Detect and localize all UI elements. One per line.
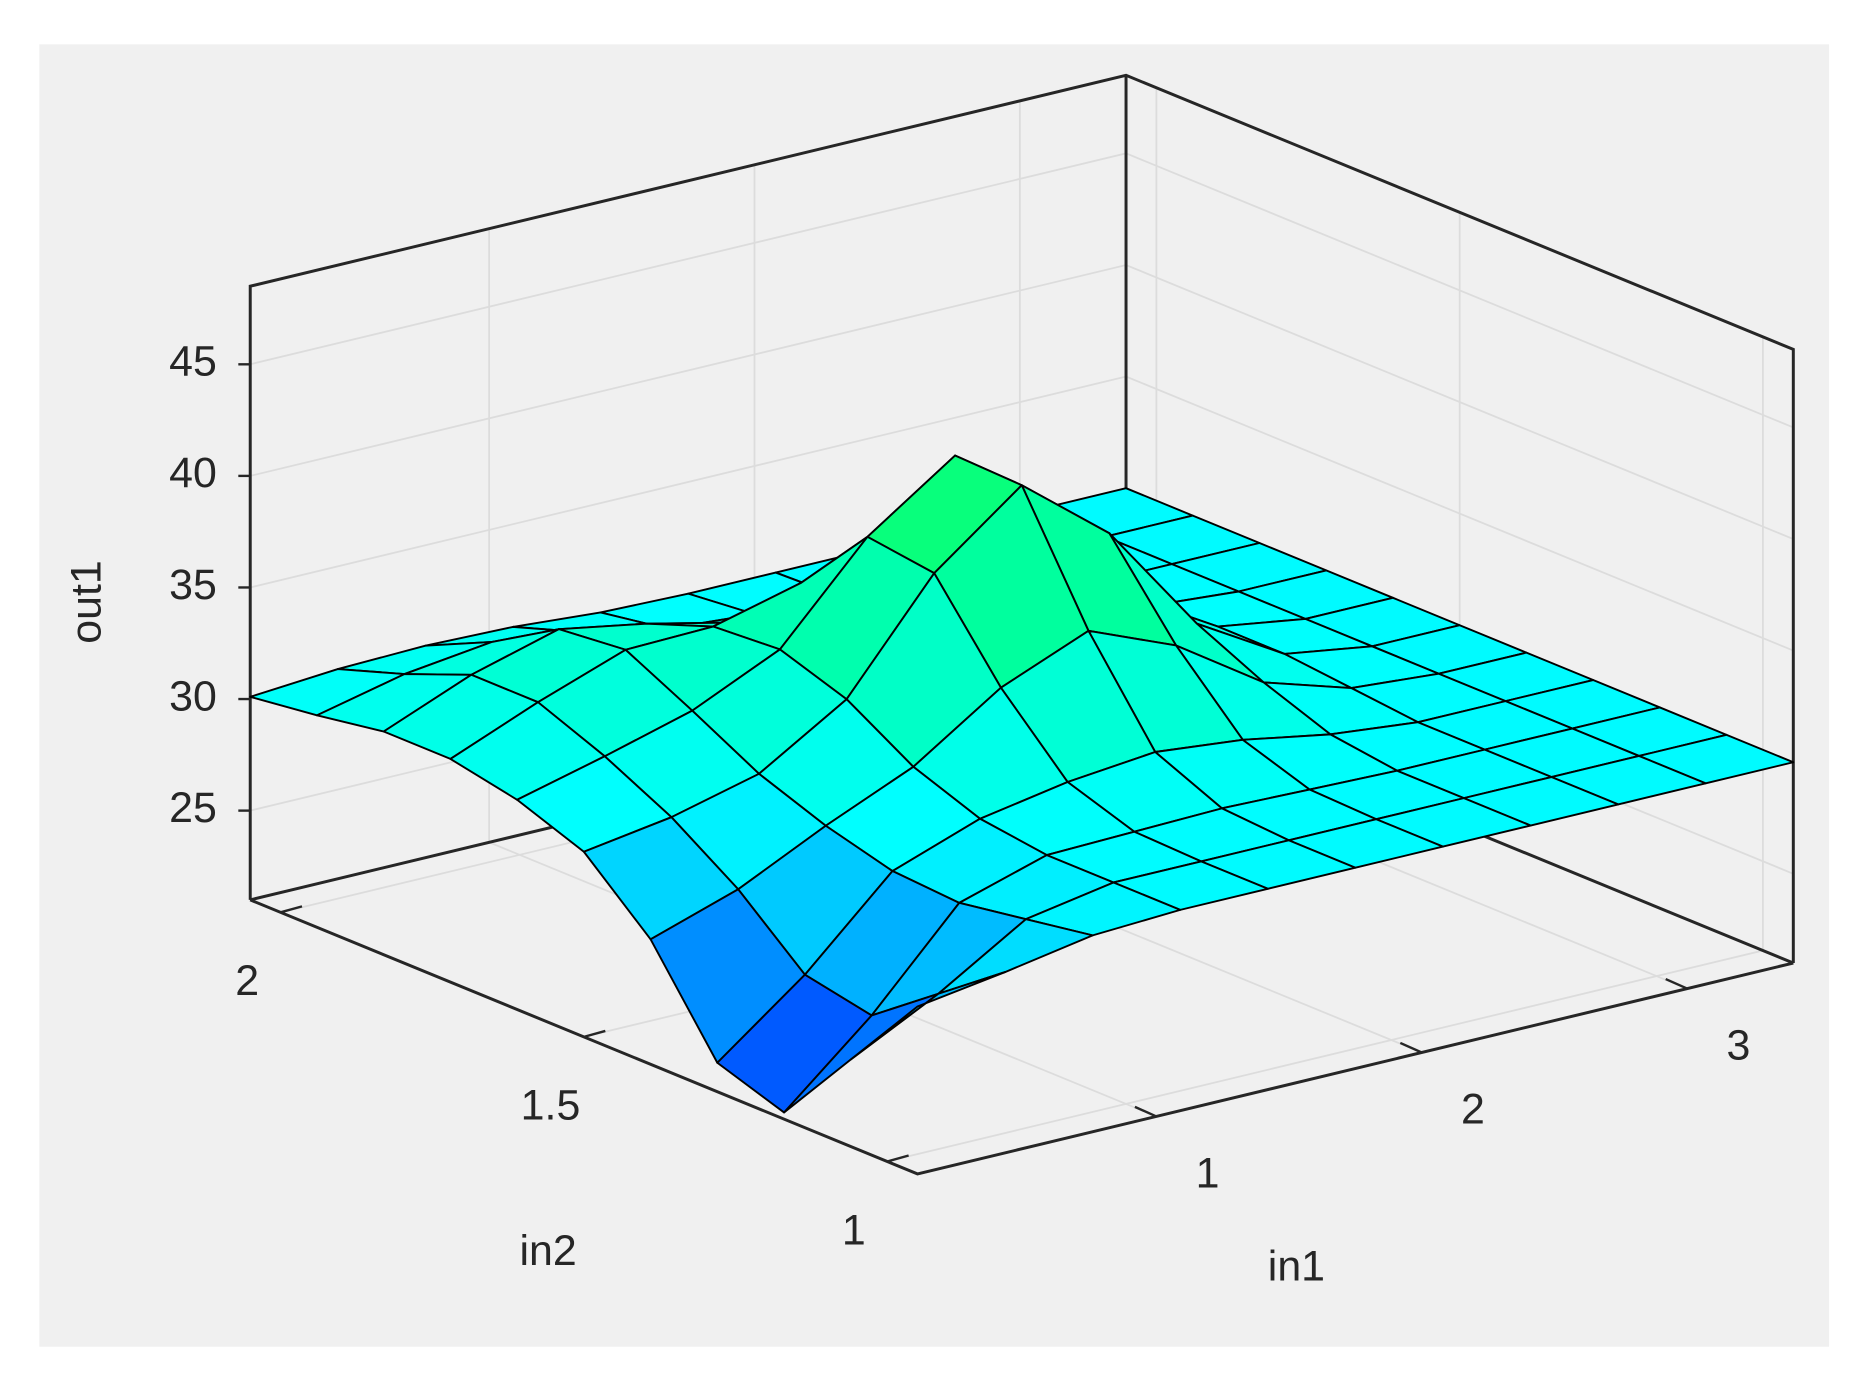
- x-tick: [1399, 1041, 1423, 1054]
- y-axis-label: in2: [520, 1227, 577, 1275]
- y-tick-label: 1.5: [521, 1082, 581, 1130]
- axis-line: [248, 73, 1795, 964]
- axis-line: [249, 898, 1794, 1176]
- y-tick: [583, 1029, 606, 1039]
- z-tick-label: 45: [169, 338, 217, 386]
- surface-face: [849, 971, 1007, 1061]
- x-tick-label: 2: [1461, 1085, 1485, 1133]
- z-tick-label: 40: [169, 449, 217, 497]
- z-tick-label: 25: [169, 784, 217, 832]
- z-tick-label: 35: [169, 561, 217, 609]
- labels: in1 in2 out1 1 2 3 1 1.5 2 25 30 35 40 45: [63, 338, 1751, 1291]
- x-tick: [1134, 1105, 1157, 1118]
- y-tick: [280, 905, 303, 914]
- y-tick: [886, 1154, 909, 1163]
- x-tick-label: 3: [1726, 1021, 1750, 1069]
- z-axis-label: out1: [63, 560, 111, 643]
- z-tick-label: 30: [169, 672, 217, 720]
- surface: [249, 454, 1795, 1114]
- y-tick-label: 2: [235, 957, 259, 1005]
- x-tick-label: 1: [1196, 1149, 1220, 1197]
- x-axis-label: in1: [1268, 1243, 1325, 1291]
- x-tick: [1665, 977, 1688, 990]
- y-tick-label: 1: [842, 1206, 866, 1254]
